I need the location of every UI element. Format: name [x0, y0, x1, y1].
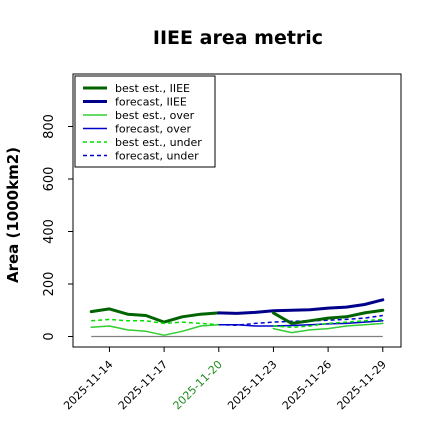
y-tick-label: 0: [42, 332, 57, 340]
y-axis-label: Area (1000km2): [4, 147, 22, 283]
x-tick-label: 2025-11-20: [170, 358, 224, 412]
series-line: [89, 307, 221, 324]
x-tick-label: 2025-11-14: [61, 358, 115, 412]
series-line: [90, 323, 220, 336]
series-line: [272, 322, 384, 334]
y-tick-label: 600: [42, 167, 57, 192]
x-tick-label: 2025-11-17: [116, 358, 170, 412]
legend-label: forecast, under: [115, 150, 199, 163]
series-line: [91, 318, 219, 326]
y-tick-label: 800: [42, 114, 57, 139]
series-line: [273, 318, 383, 329]
y-tick-label: 200: [42, 272, 57, 297]
series-line: [218, 314, 383, 326]
y-tick-label: 400: [42, 219, 57, 244]
legend-label: best est., under: [115, 136, 202, 149]
x-tick-label: 2025-11-26: [280, 358, 334, 412]
legend-label: best est., over: [115, 109, 195, 122]
x-tick-label: 2025-11-23: [225, 358, 279, 412]
x-tick-label: 2025-11-29: [334, 358, 388, 412]
series-line: [218, 320, 384, 327]
axes-frame: [72, 73, 402, 348]
series-line: [271, 308, 385, 325]
legend-label: best est., IIEE: [115, 82, 190, 95]
chart-title: IIEE area metric: [153, 27, 323, 49]
legend-label: forecast, IIEE: [115, 96, 187, 109]
legend-box: [74, 75, 216, 168]
legend-label: forecast, over: [115, 123, 191, 136]
series-line: [217, 298, 385, 315]
